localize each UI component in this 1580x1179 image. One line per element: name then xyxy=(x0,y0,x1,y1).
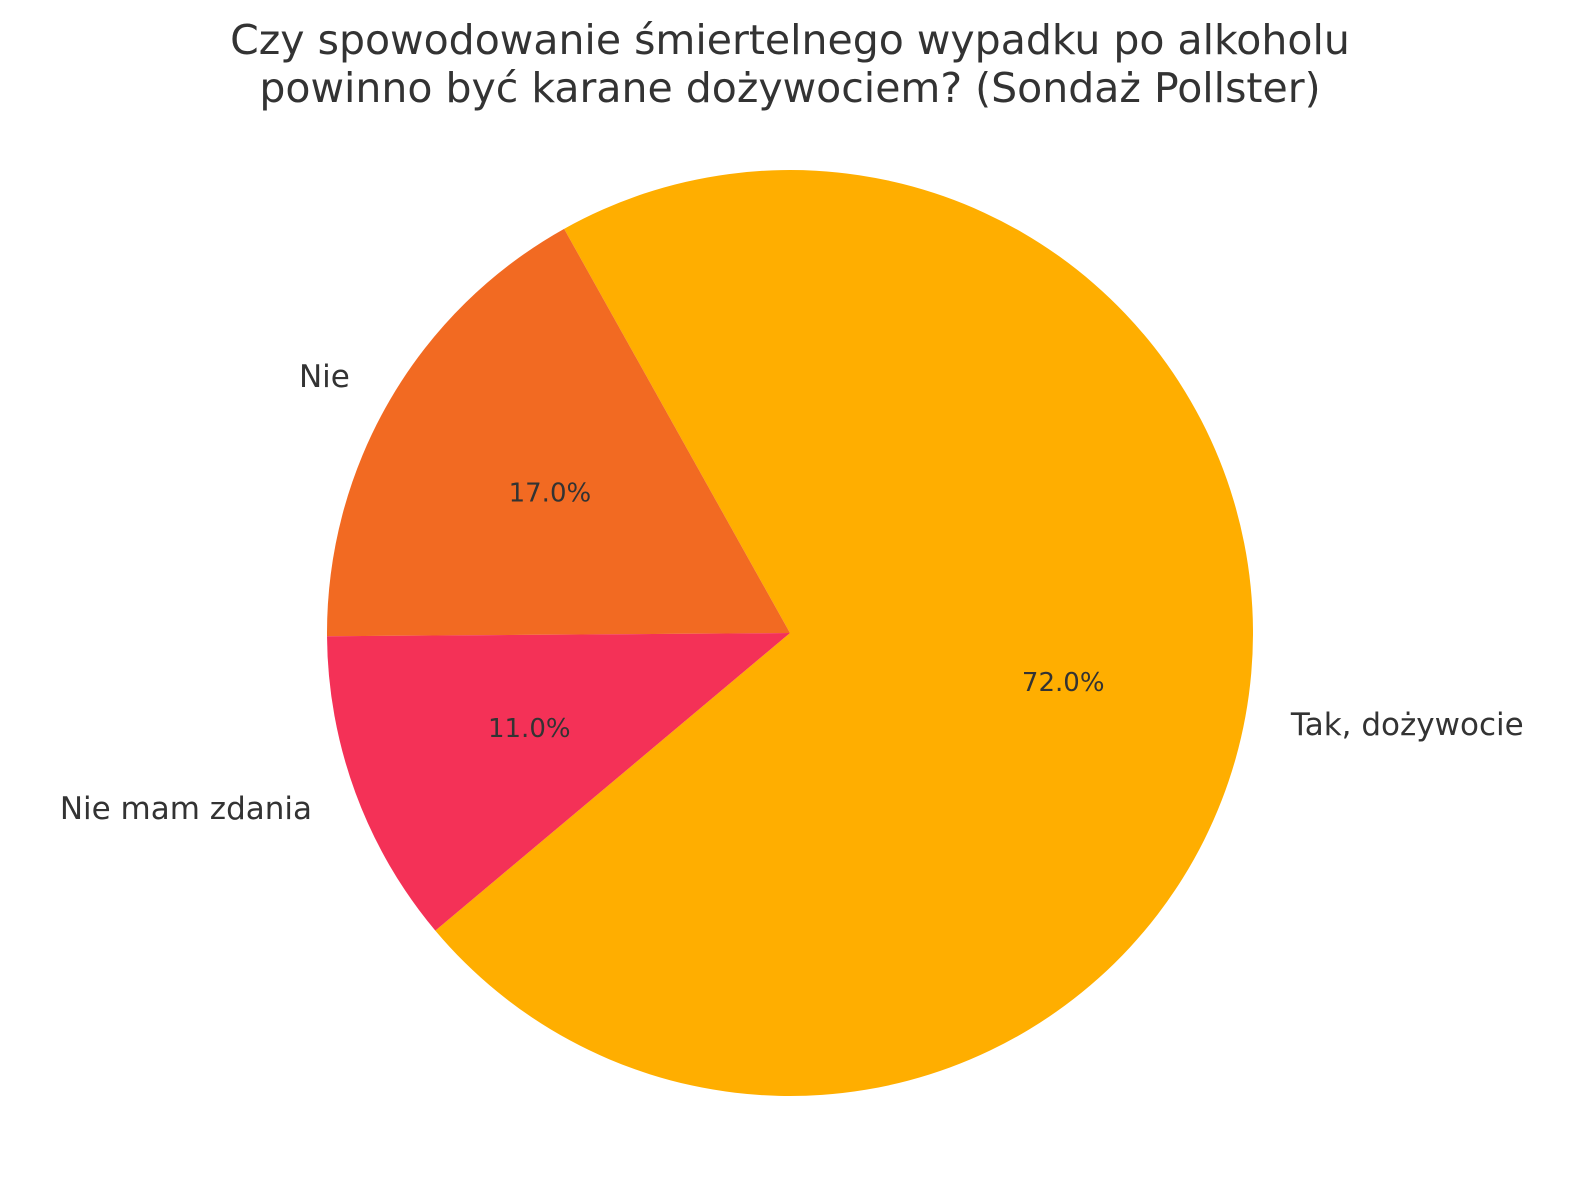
pie-slice-nie xyxy=(327,228,790,637)
pie-slice-tak-dozywocie xyxy=(435,170,1253,1096)
pie-slice-nie-mam-zdania xyxy=(327,633,790,931)
pie-category-label-nie: Nie xyxy=(299,359,350,395)
pie-percent-label-tak-dozywocie: 72.0% xyxy=(1022,668,1105,698)
pie-category-label-nie-mam-zdania: Nie mam zdania xyxy=(60,791,312,827)
chart-title-line-1: Czy spowodowanie śmiertelnego wypadku po… xyxy=(230,16,1350,64)
pie-slices xyxy=(327,170,1253,1096)
pie-percent-label-nie: 17.0% xyxy=(509,478,592,508)
pie-percent-label-nie-mam-zdania: 11.0% xyxy=(488,714,571,744)
pie-labels: 72.0% Tak, dożywocie 17.0% Nie 11.0% Nie mam … xyxy=(60,359,1524,827)
chart-title-line-2: powinno być karane dożywociem? (Sondaż P… xyxy=(259,64,1321,112)
chart-title: Czy spowodowanie śmiertelnego wypadku po… xyxy=(0,16,1580,112)
pie-category-label-tak-dozywocie: Tak, dożywocie xyxy=(1290,707,1524,743)
